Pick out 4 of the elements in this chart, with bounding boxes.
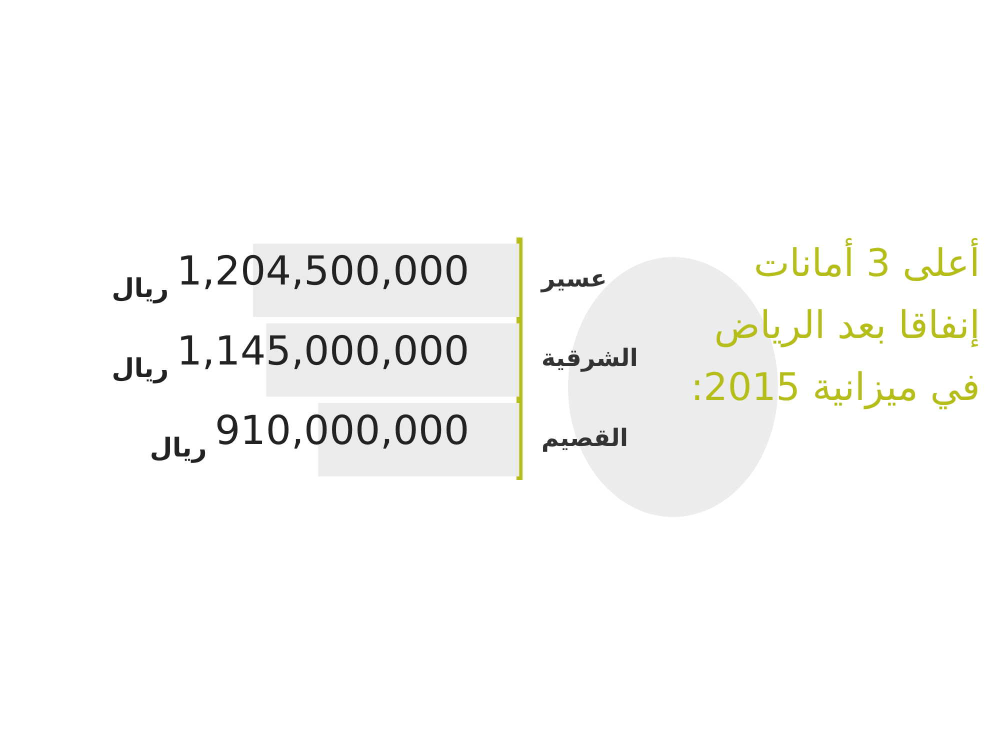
y-tick-label: القصيم <box>541 424 628 452</box>
text: أعلى 3 أمانات إنفاقا بعد الرياض في ميزانية 2015: <box>690 237 980 412</box>
y-tick-label: الشرقية <box>541 344 638 372</box>
y-tick-label: عسير <box>540 264 607 292</box>
